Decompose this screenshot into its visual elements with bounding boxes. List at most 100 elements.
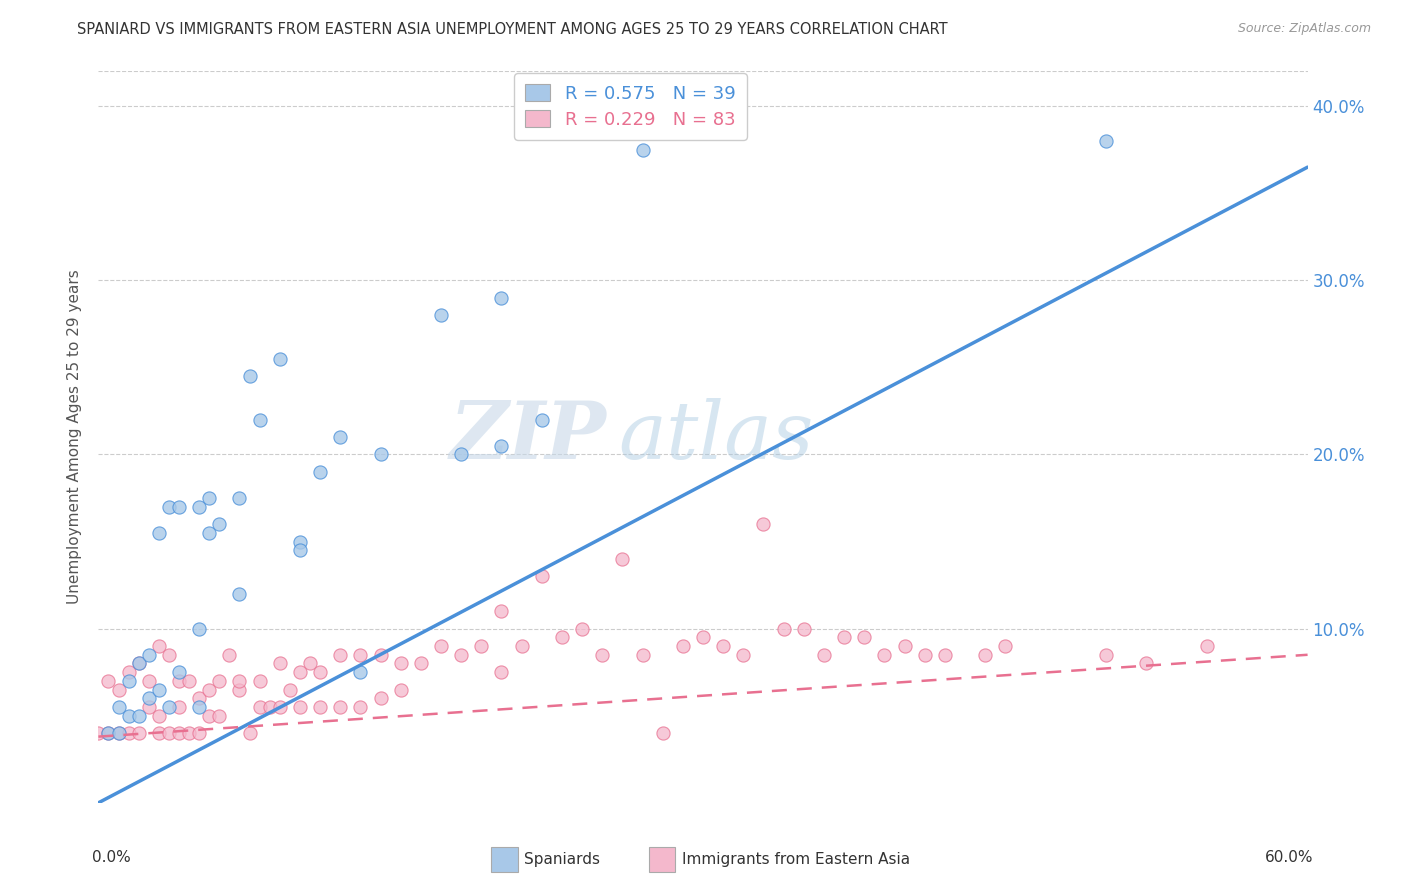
Point (752, 517, 775, 532)
Point (269, 657, 291, 671)
Point (733, 648, 755, 662)
Point (349, 648, 371, 662)
Point (138, 691, 160, 706)
Point (711, 639, 734, 653)
Point (188, 622, 211, 636)
Point (299, 657, 322, 671)
Point (491, 291, 513, 305)
Point (208, 673, 231, 688)
Point (329, 700, 352, 714)
Point (239, 369, 262, 384)
Point (309, 665, 332, 680)
Point (772, 622, 794, 636)
Point (148, 726, 170, 740)
Point (288, 534, 311, 549)
Point (510, 639, 533, 653)
Point (118, 665, 141, 680)
Point (813, 648, 835, 662)
Point (591, 648, 613, 662)
Point (571, 622, 593, 636)
Point (349, 700, 371, 714)
Text: atlas: atlas (619, 399, 814, 475)
Text: 0.0%: 0.0% (93, 850, 131, 865)
Point (148, 525, 170, 540)
Point (409, 657, 432, 671)
Point (118, 726, 141, 740)
Point (309, 700, 332, 714)
Point (430, 639, 453, 653)
Point (249, 673, 271, 688)
Point (188, 500, 211, 514)
Point (148, 708, 170, 723)
Point (530, 412, 553, 426)
Point (288, 665, 311, 680)
Point (97, 673, 120, 688)
Point (389, 682, 412, 697)
Point (128, 657, 150, 671)
Point (672, 639, 695, 653)
Point (450, 648, 472, 662)
Point (138, 673, 160, 688)
Point (228, 587, 250, 601)
Point (228, 673, 250, 688)
Point (157, 648, 180, 662)
Point (198, 491, 221, 505)
Point (148, 682, 170, 697)
Point (914, 648, 936, 662)
Point (329, 430, 352, 444)
Point (450, 448, 472, 462)
Point (491, 439, 513, 453)
Point (249, 412, 271, 426)
Point (188, 700, 211, 714)
Point (370, 691, 392, 706)
Text: Spaniards: Spaniards (524, 852, 600, 867)
Point (188, 691, 211, 706)
Point (198, 682, 221, 697)
Point (612, 552, 634, 566)
FancyBboxPatch shape (492, 847, 517, 872)
Point (269, 700, 291, 714)
Point (157, 500, 180, 514)
Point (430, 308, 453, 322)
Point (107, 682, 129, 697)
Point (167, 700, 190, 714)
Point (470, 639, 492, 653)
Point (329, 648, 352, 662)
Point (1095, 134, 1118, 148)
Point (349, 665, 371, 680)
Point (269, 351, 291, 366)
Point (832, 631, 855, 645)
Point (208, 708, 231, 723)
Point (138, 648, 160, 662)
Point (389, 657, 412, 671)
Point (1135, 657, 1157, 671)
Point (167, 726, 190, 740)
Point (97, 726, 120, 740)
Point (309, 465, 332, 479)
Point (97, 726, 120, 740)
Point (370, 448, 392, 462)
Point (228, 682, 250, 697)
Point (87, 726, 110, 740)
Point (974, 648, 997, 662)
Text: Source: ZipAtlas.com: Source: ZipAtlas.com (1237, 22, 1371, 36)
Point (893, 639, 915, 653)
Point (239, 726, 262, 740)
Point (107, 726, 129, 740)
Text: Immigrants from Eastern Asia: Immigrants from Eastern Asia (682, 852, 911, 867)
Point (118, 708, 141, 723)
Point (249, 700, 271, 714)
Point (208, 517, 231, 532)
Point (107, 700, 129, 714)
Point (530, 569, 553, 583)
Point (167, 673, 190, 688)
Point (994, 639, 1017, 653)
Point (179, 726, 201, 740)
Point (1195, 639, 1218, 653)
Point (288, 543, 311, 558)
Point (1095, 648, 1118, 662)
Point (631, 648, 654, 662)
Point (138, 700, 160, 714)
Point (651, 726, 673, 740)
Point (198, 708, 221, 723)
